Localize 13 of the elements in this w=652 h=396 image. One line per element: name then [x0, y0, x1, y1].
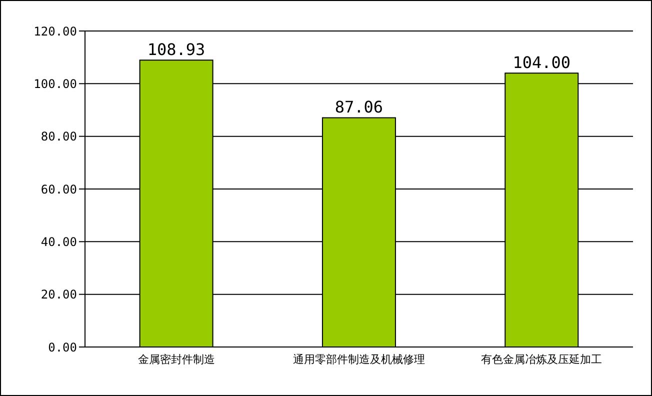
- x-tick-label: 金属密封件制造: [138, 352, 215, 366]
- y-tick-label: 80.00: [40, 130, 77, 144]
- x-tick-label: 通用零部件制造及机械修理: [293, 352, 425, 366]
- y-tick-label: 60.00: [40, 182, 77, 196]
- y-tick-label: 100.00: [34, 76, 77, 91]
- y-tick-label: 20.00: [40, 288, 77, 302]
- y-tick-label: 120.00: [34, 24, 77, 38]
- data-label: 87.06: [334, 98, 384, 117]
- data-label: 108.93: [147, 40, 206, 60]
- data-label: 104.00: [512, 53, 571, 72]
- y-tick-label: 0.00: [48, 340, 77, 354]
- y-tick-label: 40.00: [40, 234, 77, 249]
- x-tick-label: 有色金属冶炼及压延加工: [481, 352, 602, 366]
